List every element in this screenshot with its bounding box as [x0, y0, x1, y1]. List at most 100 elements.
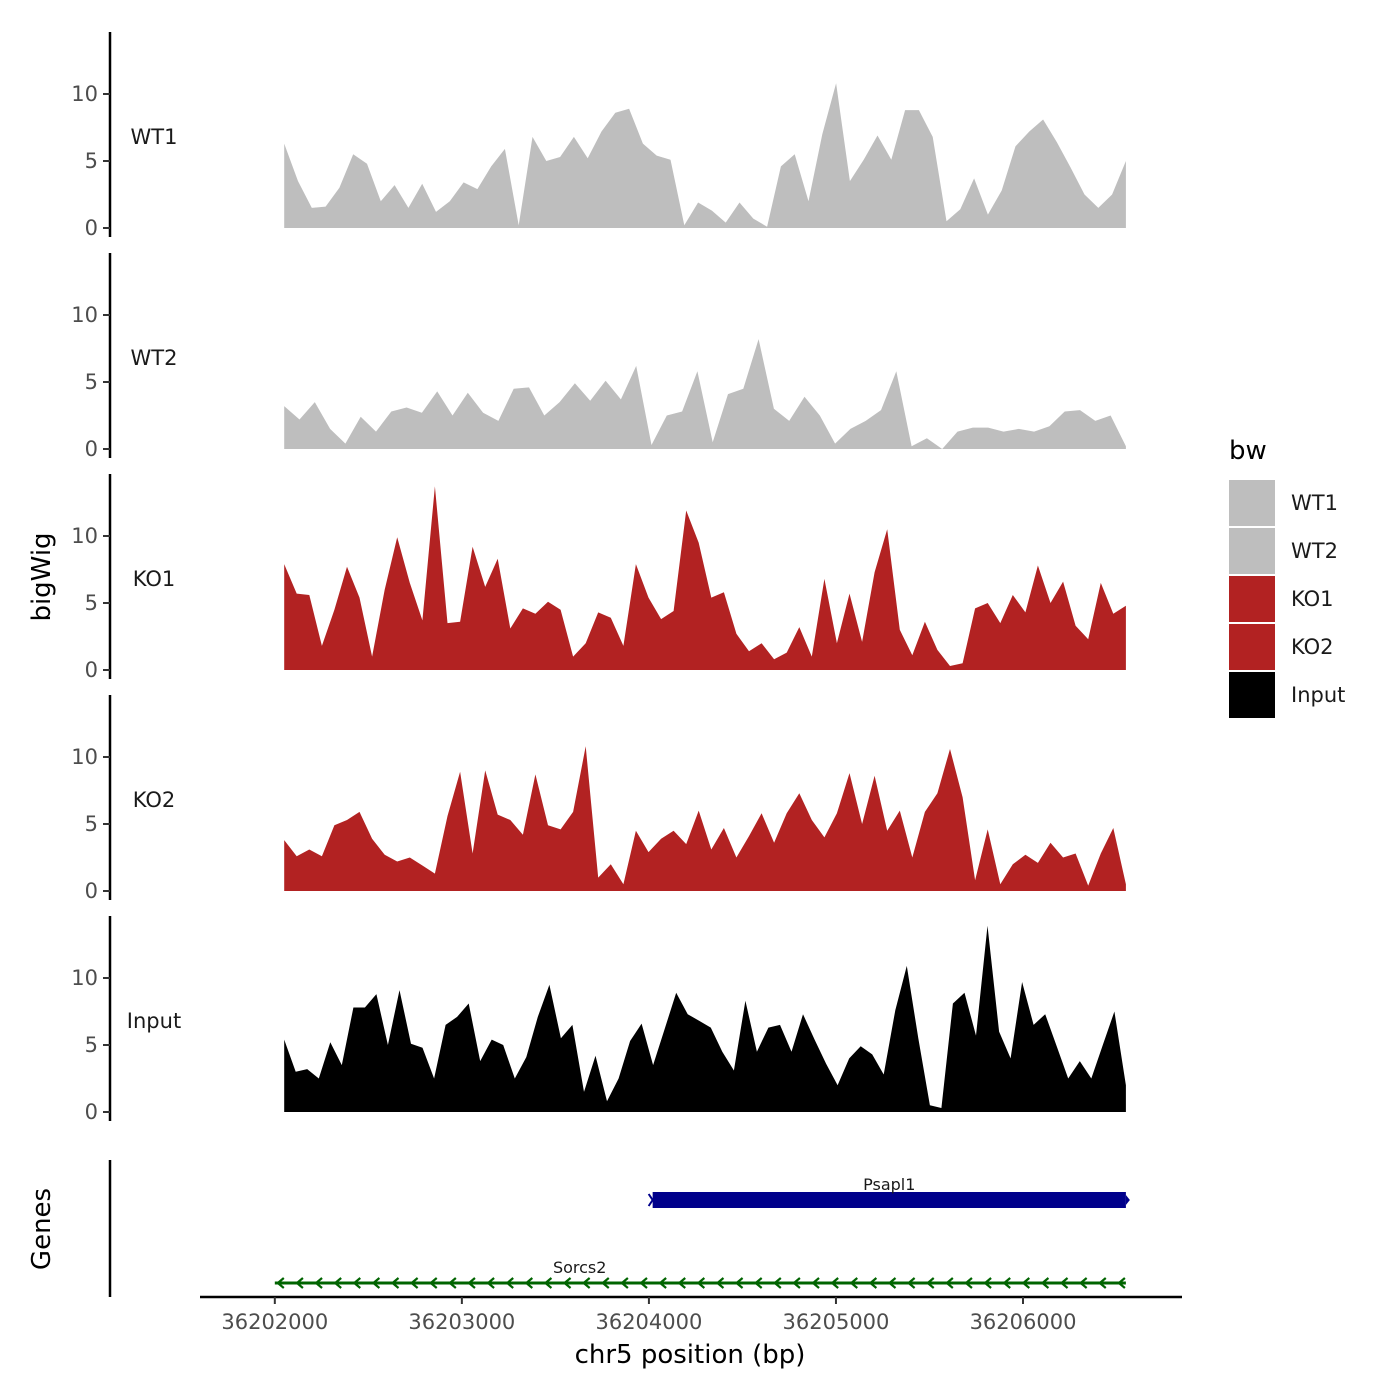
gene-strand-arrow — [543, 1277, 553, 1289]
track-panel-ko1: 0 5 10 KO1 — [71, 474, 1126, 682]
gene-strand-arrow — [295, 1277, 304, 1289]
gene-strand-arrow — [467, 1277, 476, 1289]
y-tick-label: 0 — [85, 437, 98, 461]
tracks-layer: 0 5 10 WT1 0 5 10 WT2 0 5 10 KO1 0 5 10 KO2 0 5 10 Input — [71, 32, 1126, 1124]
gene-strand-arrow — [448, 1277, 457, 1289]
gene-strand-arrow — [314, 1277, 323, 1289]
genes-axis-title: Genes — [27, 1188, 57, 1270]
y-tick-label: 5 — [85, 1033, 98, 1057]
x-tick-label: 36202000 — [221, 1310, 328, 1334]
gene-strand-arrow — [371, 1277, 381, 1289]
y-tick-label: 10 — [71, 745, 98, 769]
area-series-ko1 — [284, 486, 1126, 670]
track-panel-ko2: 0 5 10 KO2 — [71, 695, 1126, 903]
legend-key-ko1 — [1229, 576, 1275, 622]
gene-strand-arrow — [601, 1277, 610, 1289]
gene-strand-arrow — [562, 1277, 572, 1289]
y-tick-label: 5 — [85, 812, 98, 836]
x-tick-label: 36206000 — [970, 1310, 1077, 1334]
area-series-ko2 — [284, 746, 1126, 891]
legend-label-ko2: KO2 — [1291, 635, 1334, 659]
gene-strand-arrow — [715, 1277, 725, 1289]
gene-strand-arrow — [696, 1277, 706, 1289]
area-series-wt2 — [284, 339, 1126, 449]
x-tick-label: 36203000 — [408, 1310, 515, 1334]
gene-strand-arrow — [333, 1277, 342, 1289]
gene-strand-arrow — [792, 1277, 801, 1289]
y-tick-label: 10 — [71, 303, 98, 327]
y-axis-title: bigWig — [27, 532, 57, 621]
track-panel-wt2: 0 5 10 WT2 — [71, 253, 1126, 461]
legend-key-wt1 — [1229, 480, 1275, 526]
gene-strand-arrow — [773, 1277, 782, 1289]
gene-strand-arrow — [983, 1277, 992, 1289]
legend: bw WT1 WT2 KO1 KO2 Input — [1229, 436, 1345, 718]
gene-strand-arrow — [734, 1277, 744, 1289]
gene-strand-arrow — [276, 1277, 285, 1289]
gene-strand-arrow — [945, 1277, 954, 1289]
x-tick-label: 36204000 — [595, 1310, 702, 1334]
gene-strand-arrow — [505, 1277, 514, 1289]
area-series-input — [284, 925, 1126, 1112]
gene-label-psapl1: Psapl1 — [863, 1175, 915, 1194]
legend-label-wt1: WT1 — [1291, 491, 1338, 515]
gene-strand-arrow — [1125, 1195, 1130, 1205]
y-tick-label: 10 — [71, 82, 98, 106]
gene-strand-arrow — [887, 1277, 897, 1289]
legend-label-wt2: WT2 — [1291, 539, 1338, 563]
gene-strand-arrow — [811, 1277, 820, 1289]
track-label-input: Input — [127, 1009, 181, 1033]
gene-strand-arrow — [868, 1277, 878, 1289]
gene-strand-arrow — [429, 1277, 438, 1289]
gene-strand-arrow — [1059, 1277, 1069, 1289]
track-label-wt2: WT2 — [131, 346, 178, 370]
gene-strand-arrow — [352, 1277, 361, 1289]
gene-strand-arrow — [647, 1193, 654, 1207]
gene-strand-arrow — [409, 1277, 419, 1289]
track-label-ko1: KO1 — [133, 567, 176, 591]
track-panel-input: 0 5 10 Input — [71, 916, 1126, 1124]
gene-strand-arrow — [1021, 1277, 1031, 1289]
gene-strand-arrow — [524, 1277, 534, 1289]
x-tick-label: 36205000 — [783, 1310, 890, 1334]
y-tick-label: 5 — [85, 591, 98, 615]
gene-strand-arrow — [390, 1277, 400, 1289]
y-tick-label: 5 — [85, 370, 98, 394]
y-tick-label: 10 — [71, 966, 98, 990]
area-series-wt1 — [284, 83, 1126, 228]
gene-strand-arrow — [964, 1277, 973, 1289]
y-tick-label: 5 — [85, 149, 98, 173]
gene-strand-arrow — [581, 1277, 591, 1289]
genes-track: 36202000 36203000 36204000 36205000 36206000… — [108, 1160, 1182, 1334]
legend-title: bw — [1229, 436, 1267, 466]
gene-strand-arrow — [1098, 1277, 1107, 1289]
gene-strand-arrow — [1002, 1277, 1011, 1289]
gene-strand-arrow — [906, 1277, 916, 1289]
y-tick-label: 0 — [85, 216, 98, 240]
gene-strand-arrow — [849, 1277, 858, 1289]
y-tick-label: 10 — [71, 524, 98, 548]
gene-label-sorcs2: Sorcs2 — [553, 1258, 606, 1277]
gene-strand-arrow — [620, 1277, 629, 1289]
gene-strand-arrow — [926, 1277, 935, 1289]
y-tick-label: 0 — [85, 1100, 98, 1124]
gene-strand-arrow — [1078, 1277, 1088, 1289]
gene-strand-arrow — [1040, 1277, 1050, 1289]
track-label-wt1: WT1 — [131, 125, 178, 149]
gene-strand-arrow — [677, 1277, 686, 1289]
x-axis-title: chr5 position (bp) — [575, 1340, 806, 1370]
gene-strand-arrow — [658, 1277, 667, 1289]
legend-key-ko2 — [1229, 624, 1275, 670]
track-label-ko2: KO2 — [133, 788, 176, 812]
gene-strand-arrow — [830, 1277, 839, 1289]
gene-strand-arrow — [486, 1277, 495, 1289]
gene-strand-arrow — [1117, 1277, 1126, 1289]
track-panel-wt1: 0 5 10 WT1 — [71, 32, 1126, 240]
gene-strand-arrow — [639, 1277, 648, 1289]
legend-key-wt2 — [1229, 528, 1275, 574]
y-tick-label: 0 — [85, 879, 98, 903]
y-tick-label: 0 — [85, 658, 98, 682]
legend-label-ko1: KO1 — [1291, 587, 1334, 611]
